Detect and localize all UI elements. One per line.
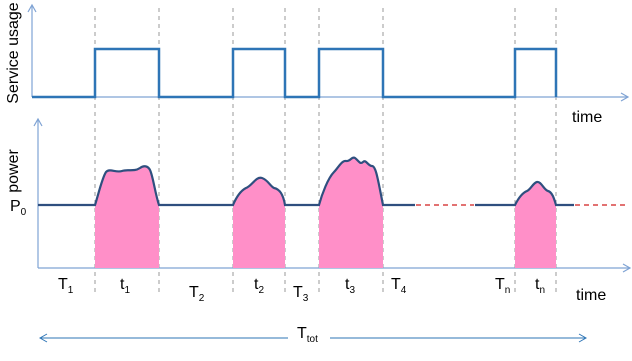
interval-label: tn: [535, 276, 545, 296]
total-duration-label: Ttot: [297, 325, 318, 345]
interval-label: T3: [293, 284, 309, 304]
service-usage-signal: [32, 47, 558, 99]
top-y-label: Service usage: [5, 2, 22, 103]
interval-labels: T1 t1 T2 t2 T3 t3 T4 Tn tn: [58, 276, 545, 304]
baseline-label: P0: [10, 198, 27, 218]
power-area-t3: [319, 157, 383, 268]
interval-label: Tn: [495, 276, 510, 296]
top-chart-axes: [27, 3, 630, 102]
power-area-t2: [233, 177, 285, 268]
top-x-arrowhead: [620, 92, 630, 102]
top-y-arrowhead: [27, 3, 37, 13]
total-arrow-left-head: [38, 333, 48, 343]
power-area-t1: [95, 166, 159, 268]
top-x-label: time: [572, 109, 602, 126]
power-line-segment: [38, 156, 415, 207]
bottom-y-arrowhead: [33, 117, 43, 127]
bottom-y-label: power: [5, 149, 22, 193]
power-area-tn: [515, 181, 556, 268]
interval-label: t1: [120, 276, 130, 296]
interval-label: T2: [189, 284, 205, 304]
bottom-x-arrowhead: [622, 263, 632, 273]
power-line-segment: [475, 180, 574, 207]
interval-label: t2: [254, 276, 264, 296]
interval-label: T1: [58, 276, 74, 296]
interval-label: t3: [345, 276, 355, 296]
power-fill-areas: [95, 157, 556, 268]
interval-label: T4: [391, 276, 407, 296]
power-curve: [38, 156, 574, 207]
total-duration-arrow: [38, 333, 588, 343]
total-arrow-right-head: [578, 333, 588, 343]
bottom-x-label: time: [576, 287, 606, 304]
